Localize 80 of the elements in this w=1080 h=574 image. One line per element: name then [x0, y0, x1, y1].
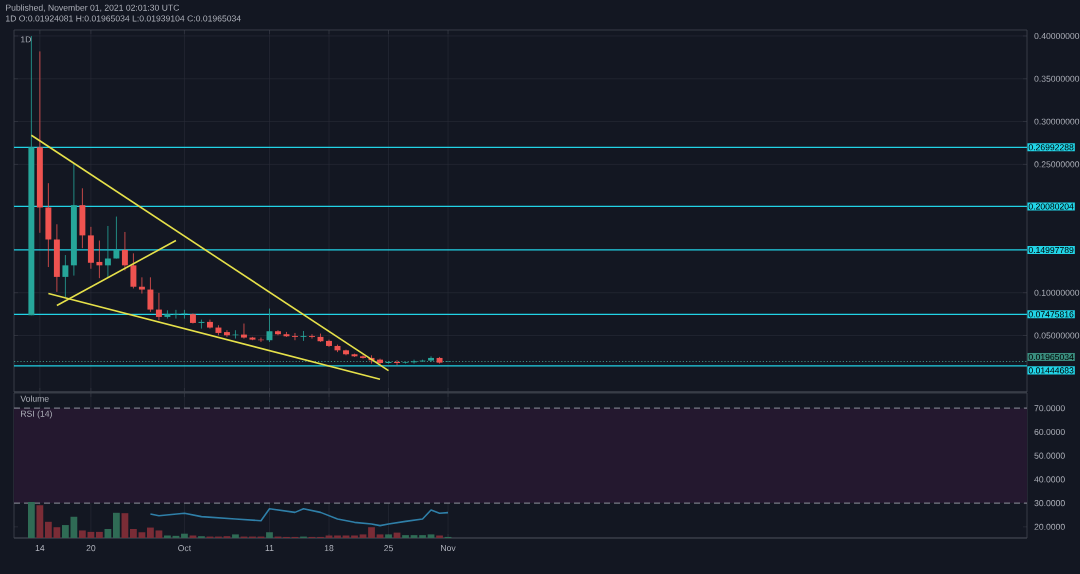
candlestick	[104, 225, 111, 278]
ref-line-label: 0.01965034	[1028, 354, 1074, 361]
bar	[130, 529, 137, 538]
candlestick	[275, 329, 281, 336]
bar	[113, 512, 120, 538]
bar	[96, 531, 103, 538]
bar	[427, 534, 435, 538]
line-series	[149, 508, 449, 527]
ref-line-label: 0.26992288	[1028, 144, 1074, 151]
x-tick-label: Nov	[441, 545, 456, 552]
bar	[181, 533, 188, 538]
bar	[325, 535, 333, 538]
text: 1D	[21, 36, 31, 43]
candlestick	[428, 355, 435, 363]
bar	[232, 534, 239, 538]
bar	[266, 532, 273, 538]
bar	[27, 502, 35, 538]
bar	[410, 535, 418, 538]
bar	[368, 527, 375, 538]
y-tick-label: 60.0000	[1034, 428, 1065, 435]
bar	[155, 530, 163, 538]
y-tick-label: 0.30000000	[1034, 118, 1080, 125]
x-tick-label: 20	[86, 545, 96, 552]
y-tick-label: 40.0000	[1034, 476, 1065, 483]
bar	[436, 535, 443, 538]
bar	[342, 535, 350, 538]
x-tick-label: Oct	[178, 545, 192, 552]
candlestick	[147, 276, 154, 313]
chart-title: Volume	[20, 395, 49, 402]
candlestick	[172, 309, 179, 319]
bar	[385, 534, 392, 538]
candlestick	[96, 240, 103, 279]
candlestick	[121, 231, 128, 271]
text: 1D O:0.01924081 H:0.01965034 L:0.01939104 C:0.01965034	[6, 15, 241, 22]
ref-line-label: 0.01444683	[1028, 367, 1074, 374]
candlestick	[292, 332, 298, 341]
candlestick	[130, 252, 137, 289]
x-tick-label: 25	[384, 545, 393, 552]
text: Published, November 01, 2021 02:01:30 UTC	[6, 4, 180, 12]
bar	[376, 534, 384, 538]
bar	[138, 532, 146, 538]
y-tick-label: 0.10000000	[1034, 289, 1080, 296]
candlestick	[155, 292, 162, 321]
candlestick	[223, 329, 230, 338]
y-tick-label: 20.0000	[1034, 523, 1065, 530]
candlestick	[360, 354, 366, 360]
y-tick-label: 0.25000000	[1034, 161, 1080, 168]
x-tick-label: 18	[324, 545, 334, 552]
bar	[351, 535, 358, 538]
bar	[402, 535, 409, 538]
y-tick-label: 0.35000000	[1034, 75, 1080, 82]
ref-line-label: 0.07475816	[1028, 311, 1074, 318]
bar	[147, 527, 154, 538]
ref-line-label: 0.20080204	[1028, 203, 1074, 210]
y-tick-label: 0.05000000	[1034, 332, 1080, 339]
bar	[334, 535, 341, 538]
candlestick	[402, 361, 409, 364]
candlestick	[138, 276, 145, 294]
y-tick-label: 70.0000	[1034, 405, 1065, 412]
candlestick	[309, 333, 315, 339]
y-tick-label: 30.0000	[1034, 500, 1065, 507]
bar	[104, 529, 112, 538]
candlestick	[394, 359, 401, 366]
candlestick	[266, 308, 273, 343]
candlestick	[62, 254, 69, 298]
y-tick-label: 50.0000	[1034, 452, 1065, 459]
candlestick	[198, 319, 205, 329]
x-tick-label: 11	[265, 545, 274, 551]
ref-line-label: 0.14997789	[1028, 246, 1074, 254]
bar	[419, 535, 426, 538]
candlestick	[113, 216, 120, 259]
text: RSI (14)	[21, 410, 52, 419]
bar	[164, 535, 171, 538]
x-tick-label: 14	[35, 545, 45, 551]
candlestick	[240, 323, 247, 339]
y-tick-label: 0.40000000	[1034, 32, 1080, 40]
bar	[359, 534, 367, 538]
bar	[36, 505, 44, 538]
bar	[189, 535, 197, 538]
candlestick	[411, 359, 418, 364]
